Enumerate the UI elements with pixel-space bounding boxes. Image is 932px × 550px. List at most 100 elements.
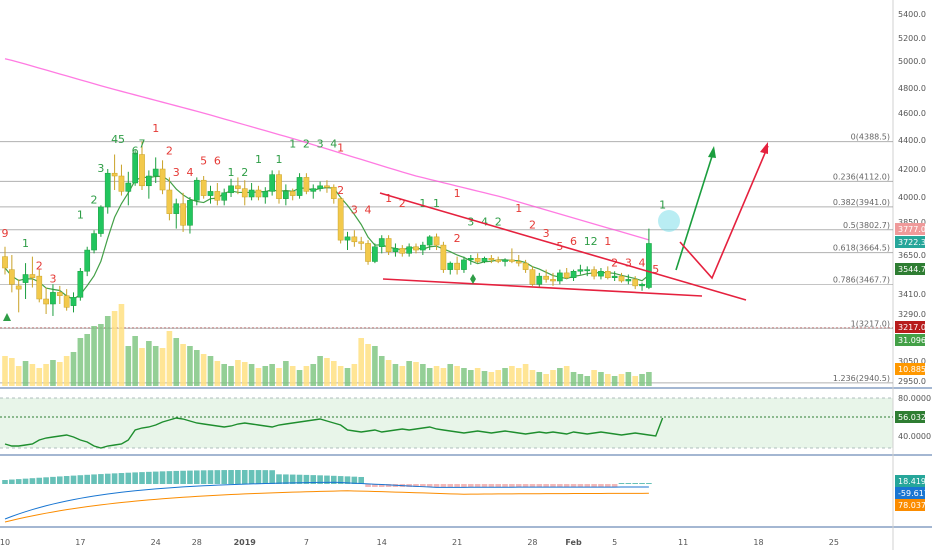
- candle[interactable]: [118, 175, 125, 192]
- candle[interactable]: [639, 284, 645, 287]
- candle[interactable]: [529, 269, 536, 285]
- candle[interactable]: [447, 262, 454, 270]
- candle[interactable]: [557, 272, 563, 282]
- candle[interactable]: [365, 243, 371, 262]
- candle[interactable]: [337, 198, 344, 241]
- candle[interactable]: [317, 185, 323, 189]
- candle[interactable]: [70, 297, 77, 306]
- wedge-lower-trendline[interactable]: [382, 278, 703, 297]
- candle[interactable]: [584, 269, 591, 272]
- candle[interactable]: [563, 272, 570, 278]
- candle[interactable]: [166, 189, 173, 214]
- candle[interactable]: [358, 241, 365, 244]
- candle[interactable]: [646, 243, 652, 288]
- candle[interactable]: [488, 258, 495, 261]
- candle[interactable]: [454, 262, 460, 270]
- candle[interactable]: [392, 248, 399, 252]
- candle[interactable]: [207, 191, 214, 196]
- candle[interactable]: [351, 236, 358, 243]
- candle[interactable]: [262, 191, 269, 198]
- candle[interactable]: [618, 275, 625, 282]
- candle[interactable]: [36, 275, 43, 300]
- candle[interactable]: [495, 259, 502, 262]
- candle[interactable]: [591, 269, 597, 277]
- candle[interactable]: [173, 203, 180, 214]
- candle[interactable]: [536, 275, 543, 285]
- trend-drawings[interactable]: [3, 142, 769, 321]
- candle[interactable]: [543, 275, 549, 280]
- candle[interactable]: [269, 174, 275, 192]
- candle[interactable]: [111, 172, 118, 177]
- candle[interactable]: [132, 152, 139, 184]
- candle[interactable]: [310, 188, 317, 192]
- candle[interactable]: [611, 275, 618, 278]
- candle[interactable]: [509, 259, 515, 262]
- candle[interactable]: [378, 238, 385, 247]
- candle[interactable]: [604, 271, 611, 278]
- candle[interactable]: [324, 185, 330, 188]
- candle[interactable]: [289, 191, 296, 196]
- candle[interactable]: [276, 174, 282, 199]
- candle[interactable]: [248, 189, 255, 198]
- candle[interactable]: [481, 258, 488, 262]
- candle[interactable]: [625, 279, 632, 282]
- candle[interactable]: [632, 279, 639, 287]
- candle[interactable]: [235, 185, 241, 189]
- candle[interactable]: [98, 206, 104, 234]
- candle[interactable]: [228, 185, 234, 194]
- candle[interactable]: [84, 249, 91, 272]
- candle[interactable]: [63, 295, 70, 308]
- candle[interactable]: [29, 274, 36, 278]
- candle[interactable]: [221, 192, 228, 201]
- candle[interactable]: [474, 258, 481, 262]
- candle[interactable]: [193, 179, 200, 201]
- candle[interactable]: [461, 259, 467, 270]
- candle[interactable]: [214, 191, 221, 201]
- candle[interactable]: [146, 175, 152, 187]
- candle[interactable]: [91, 233, 97, 251]
- candle[interactable]: [413, 246, 419, 251]
- candle[interactable]: [15, 285, 22, 290]
- candle[interactable]: [399, 248, 406, 254]
- candle[interactable]: [406, 246, 412, 254]
- candle[interactable]: [125, 182, 132, 192]
- wedge-upper-trendline[interactable]: [379, 192, 747, 301]
- candle[interactable]: [502, 259, 508, 262]
- candle[interactable]: [598, 271, 604, 277]
- candle[interactable]: [77, 271, 84, 298]
- candle[interactable]: [241, 188, 248, 198]
- candle[interactable]: [255, 189, 262, 198]
- candle[interactable]: [344, 236, 351, 241]
- candle[interactable]: [22, 274, 29, 283]
- candle[interactable]: [187, 200, 193, 226]
- candle[interactable]: [104, 172, 111, 208]
- candle[interactable]: [550, 279, 556, 282]
- candle[interactable]: [303, 177, 310, 192]
- candle[interactable]: [570, 271, 577, 278]
- candle[interactable]: [420, 244, 426, 251]
- candle[interactable]: [296, 177, 303, 196]
- candle[interactable]: [372, 246, 378, 262]
- alternate-forecast-arrow[interactable]: [679, 145, 769, 280]
- candle[interactable]: [159, 168, 166, 191]
- candle[interactable]: [139, 154, 145, 187]
- candlesticks[interactable]: [2, 141, 652, 316]
- candle[interactable]: [152, 168, 159, 177]
- candle[interactable]: [200, 179, 207, 196]
- candle[interactable]: [50, 292, 56, 305]
- candle[interactable]: [515, 261, 522, 264]
- candle[interactable]: [9, 269, 15, 285]
- candle[interactable]: [180, 203, 186, 226]
- bullish-forecast-arrow[interactable]: [675, 149, 715, 271]
- candle[interactable]: [2, 256, 8, 269]
- candle[interactable]: [440, 244, 447, 270]
- candle[interactable]: [43, 298, 49, 305]
- candle[interactable]: [283, 191, 289, 199]
- candle[interactable]: [522, 262, 529, 270]
- candle[interactable]: [467, 258, 474, 261]
- candle[interactable]: [426, 236, 433, 246]
- candle[interactable]: [433, 236, 440, 246]
- candle[interactable]: [330, 186, 337, 199]
- candle[interactable]: [56, 292, 63, 296]
